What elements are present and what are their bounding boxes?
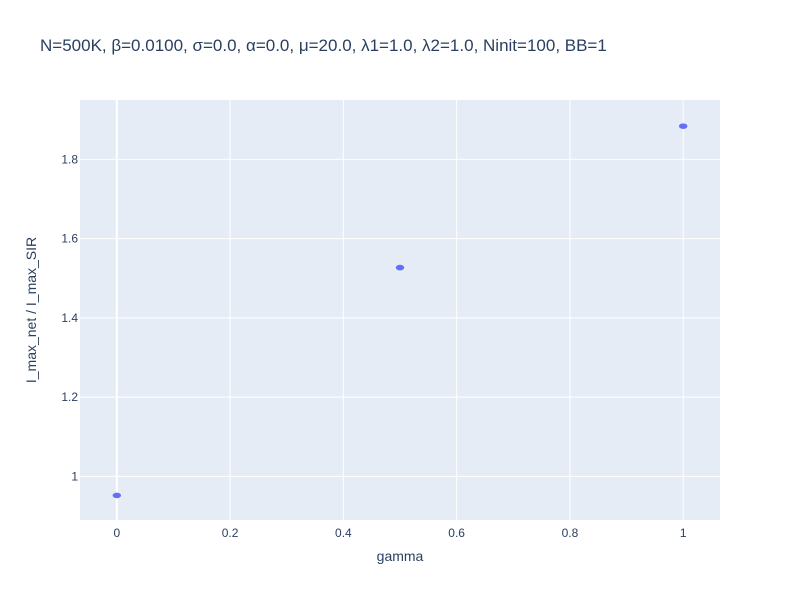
y-tick-label: 1.4 bbox=[61, 311, 78, 325]
x-tick-label: 1 bbox=[680, 526, 687, 540]
grid-lines bbox=[80, 100, 720, 520]
plot-area bbox=[80, 100, 720, 520]
x-axis-title: gamma bbox=[377, 548, 424, 564]
x-tick-label: 0.6 bbox=[448, 526, 465, 540]
y-axis-ticks: 1 1.2 1.4 1.6 1.8 bbox=[61, 152, 78, 483]
x-tick-label: 0.4 bbox=[335, 526, 352, 540]
data-point[interactable] bbox=[395, 264, 405, 271]
data-point[interactable] bbox=[678, 123, 688, 129]
x-tick-label: 0 bbox=[113, 526, 120, 540]
x-tick-label: 0.2 bbox=[222, 526, 239, 540]
y-tick-label: 1.6 bbox=[61, 232, 78, 246]
y-tick-label: 1.2 bbox=[61, 390, 78, 404]
y-tick-label: 1.8 bbox=[61, 152, 78, 166]
y-axis-title: I_max_net / I_max_SIR bbox=[23, 237, 39, 383]
x-tick-label: 0.8 bbox=[562, 526, 579, 540]
data-points bbox=[112, 123, 688, 499]
data-point[interactable] bbox=[112, 492, 122, 499]
chart-title: N=500K, β=0.0100, σ=0.0, α=0.0, μ=20.0, … bbox=[40, 36, 607, 55]
x-axis-ticks: 0 0.2 0.4 0.6 0.8 1 bbox=[113, 526, 686, 540]
y-tick-label: 1 bbox=[71, 469, 78, 483]
